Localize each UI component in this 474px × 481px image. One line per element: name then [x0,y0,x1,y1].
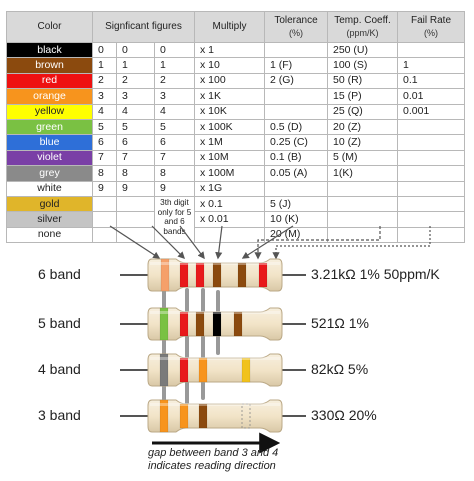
color-band [195,311,205,337]
caption-line-2: indicates reading direction [148,460,276,472]
resistor-band-count-label: 3 band [38,407,81,423]
resistor-band-count-label: 6 band [38,266,81,282]
color-cell: yellow [6,103,93,120]
color-band [241,357,251,383]
color-cell: none [6,226,93,244]
color-code-table: Color Signficant figures Multiply Tolera… [6,11,465,244]
color-band [233,311,243,337]
temp-coeff-cell: 100 (S) [327,57,398,74]
color-cell: silver [6,211,93,228]
color-band [179,262,189,288]
multiplier-cell: x 0.01 [194,211,265,228]
table-row: yellow 4 4 4 x 10K 25 (Q) 0.001 [6,103,465,120]
resistor-value-label: 330Ω 20% [311,407,377,423]
fail-rate-cell: 0.001 [397,103,465,120]
fail-rate-cell: 1 [397,57,465,74]
resistor-band-count-label: 4 band [38,361,81,377]
color-band [212,311,222,337]
fail-rate-cell [397,226,465,244]
color-band [159,353,169,387]
header-color: Color [6,11,93,43]
color-band [198,357,208,383]
color-band [258,262,268,288]
color-cell: brown [6,57,93,74]
fail-rate-cell: 0.1 [397,72,465,90]
fail-rate-cell: 0.01 [397,88,465,105]
color-band [237,262,247,288]
body-highlight [150,357,280,360]
multiplier-cell: x 10 [194,57,265,74]
resistor-4 [120,399,306,433]
header-fail-rate: Fail Rate (%) [397,11,465,43]
table-row: blue 6 6 6 x 1M 0.25 (C) 10 (Z) [6,134,465,151]
digit-1-cell: 1 [92,57,117,74]
color-cell: grey [6,165,93,182]
header-tolerance: Tolerance (%) [264,11,328,43]
table-header-row: Color Signficant figures Multiply Tolera… [6,11,465,43]
table-row: silver x 0.01 10 (K) [6,211,465,228]
tolerance-cell: 20 (M) [264,226,328,244]
color-band [179,357,189,383]
color-band [179,403,189,429]
table-row: violet 7 7 7 x 10M 0.1 (B) 5 (M) [6,149,465,167]
tolerance-cell: 5 (J) [264,195,328,213]
multiplier-cell: x 1K [194,88,265,105]
caption-line-1: gap between band 3 and 4 [148,447,279,459]
header-multiply: Multiply [194,11,265,43]
resistor-value-label: 3.21kΩ 1% 50ppm/K [311,266,440,282]
resistor-2 [120,307,306,341]
color-band [212,262,222,288]
color-band [159,399,169,433]
temp-coeff-cell: 1(K) [327,165,398,182]
table-row: none 20 (M) [6,226,465,244]
header-temp-coeff: Temp. Coeff. (ppm/K) [327,11,398,43]
digit-3-cell: 9 [154,180,195,197]
color-band [198,403,208,429]
color-band [159,307,169,341]
pointer-arrows [109,225,431,260]
color-cell: violet [6,149,93,167]
body-highlight [150,262,280,265]
color-cell: green [6,118,93,136]
table-row: orange 3 3 3 x 1K 15 (P) 0.01 [6,88,465,105]
digit-3-cell: 4 [154,103,195,120]
temp-coeff-cell: 15 (P) [327,88,398,105]
color-band [195,262,205,288]
color-cell: orange [6,88,93,105]
color-band [179,311,189,337]
resistor-1 [120,258,306,292]
resistor-3 [120,353,306,387]
reading-direction-caption: gap between band 3 and 4 indicates readi… [148,447,278,473]
multiplier-cell: x 1G [194,180,265,197]
color-band [160,258,170,292]
table-row: grey 8 8 8 x 100M 0.05 (A) 1(K) [6,165,465,182]
table-row: black 0 0 0 x 1 250 (U) [6,41,465,59]
table-row: red 2 2 2 x 100 2 (G) 50 (R) 0.1 [6,72,465,90]
body-highlight [150,311,280,314]
color-cell: gold [6,195,93,213]
table-row: brown 1 1 1 x 10 1 (F) 100 (S) 1 [6,57,465,74]
resistor-band-count-label: 5 band [38,315,81,331]
resistor-value-label: 521Ω 1% [311,315,369,331]
body-highlight [150,403,280,406]
empty-band-placeholder [241,403,251,429]
resistor-value-label: 82kΩ 5% [311,361,369,377]
tolerance-cell: 1 (F) [264,57,328,74]
color-cell: red [6,72,93,90]
